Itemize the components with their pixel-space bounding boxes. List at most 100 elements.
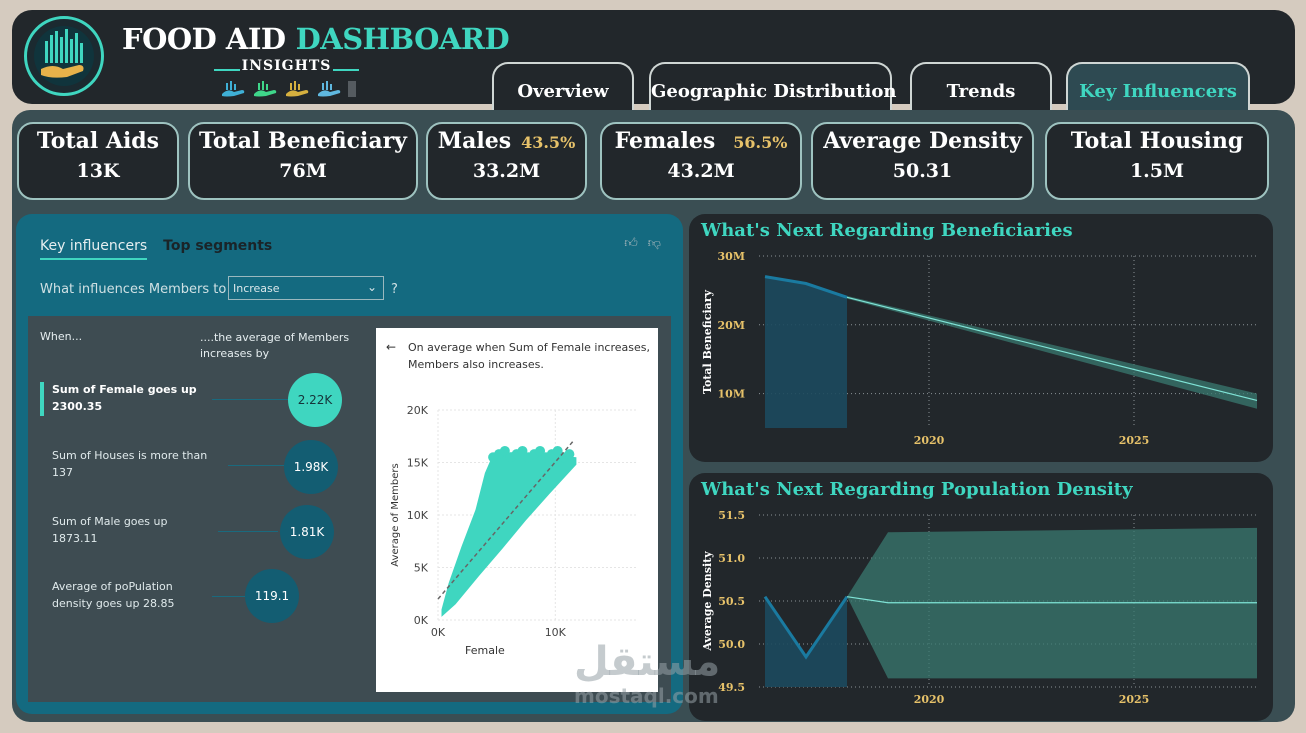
title-main: FOOD AID	[122, 22, 286, 56]
x-tick-label: 0K	[431, 626, 446, 639]
forecast-beneficiaries-chart: What's Next Regarding Beneficiaries 10M 2…	[689, 214, 1273, 462]
column-average-increase: ....the average of Members increases by	[200, 331, 350, 360]
tab-top-segments[interactable]: Top segments	[163, 238, 273, 254]
watermark-arabic: مستقل	[574, 639, 721, 685]
y-tick-label: 20K	[407, 404, 429, 417]
kpi-average-density: Average Density 50.31	[811, 122, 1034, 200]
influencer-row[interactable]: Sum of Houses is more than 137	[52, 448, 207, 481]
kpi-value: 76M	[279, 160, 327, 182]
help-question-mark[interactable]: ?	[391, 282, 398, 297]
influencer-row[interactable]: Sum of Female goes up 2300.35	[52, 382, 197, 415]
influence-bubble[interactable]: 2.22K	[288, 373, 342, 427]
actual-area	[765, 596, 847, 687]
influencer-label: Sum of Male goes up	[52, 515, 168, 528]
x-tick-label: 2025	[1119, 693, 1150, 706]
kpi-value: 50.31	[892, 160, 953, 182]
forecast-beneficiaries-plot: 10M 20M 30M 2020 2025 Total Beneficiary	[701, 250, 1258, 447]
watermark: مستقل mostaql.com	[574, 640, 720, 708]
y-tick-label: 20M	[718, 319, 745, 332]
thumbs-down-icon[interactable]: 👎︎	[647, 236, 661, 251]
influence-bubble[interactable]: 1.98K	[284, 440, 338, 494]
x-axis-label: Female	[465, 644, 505, 657]
kpi-label: Total Aids	[36, 128, 160, 154]
y-tick-label: 51.0	[718, 552, 745, 565]
kpi-percent: 56.5%	[733, 133, 788, 152]
connector-line	[228, 465, 288, 466]
influencer-detail: 1873.11	[52, 531, 98, 545]
back-arrow-icon[interactable]: ←	[386, 340, 397, 354]
influencer-label: Sum of Houses is more than	[52, 449, 208, 462]
chevron-down-icon: ⌄	[366, 280, 377, 294]
y-axis-label: Total Beneficiary	[701, 289, 714, 394]
forecast-line	[846, 296, 1258, 402]
influencer-detail: density goes up 28.85	[52, 596, 175, 610]
scatter-plot: 0K 5K 10K 15K 20K 0K 10K Average of Members Fema…	[390, 404, 636, 657]
aid-hand-icon	[316, 80, 342, 98]
tab-key-influencers[interactable]: Key Influencers	[1066, 62, 1250, 112]
tab-trends[interactable]: Trends	[910, 62, 1052, 112]
kpi-total-beneficiary: Total Beneficiary 76M	[188, 122, 418, 200]
thumbs-up-icon[interactable]: 👍︎	[624, 236, 638, 251]
x-tick-label: 2020	[914, 434, 945, 447]
influence-direction-select[interactable]: Increase ⌄	[228, 276, 384, 300]
x-tick-label: 10K	[545, 626, 567, 639]
scatter-point	[517, 445, 528, 456]
tab-key-influencers-view[interactable]: Key influencers	[40, 238, 148, 260]
scatter-point-cloud	[441, 452, 577, 617]
y-tick-label: 10K	[407, 509, 429, 522]
y-tick-label: 15K	[407, 457, 429, 470]
forecast-line	[846, 596, 1257, 604]
influencer-detail: 2300.35	[52, 399, 103, 413]
tab-overview[interactable]: Overview	[492, 62, 634, 112]
scatter-point	[552, 445, 563, 456]
food-aid-logo	[24, 16, 104, 96]
y-tick-label: 51.5	[718, 509, 745, 522]
x-tick-label: 2025	[1119, 434, 1150, 447]
kpi-label: Total Beneficiary	[199, 128, 407, 154]
kpi-total-aids: Total Aids 13K	[17, 122, 179, 200]
y-tick-label: 10M	[718, 388, 745, 401]
aid-hand-icon	[220, 80, 246, 98]
chart-title: What's Next Regarding Beneficiaries	[701, 220, 1073, 241]
kpi-females: Females 56.5% 43.2M	[600, 122, 802, 200]
kpi-total-housing: Total Housing 1.5M	[1045, 122, 1269, 200]
influence-bubble[interactable]: 1.81K	[280, 505, 334, 559]
kpi-label: Average Density	[823, 128, 1022, 154]
y-tick-label: 30M	[718, 250, 745, 263]
forecast-density-chart: What's Next Regarding Population Density…	[689, 473, 1273, 721]
influence-bubble[interactable]: 119.1	[245, 569, 299, 623]
influencer-label: Sum of Female goes up	[52, 383, 197, 396]
kpi-percent: 43.5%	[521, 133, 576, 152]
influencer-row[interactable]: Average of poPulation density goes up 28…	[52, 579, 174, 612]
divider	[333, 69, 359, 71]
chart-title: What's Next Regarding Population Density	[701, 479, 1133, 500]
divider	[348, 81, 356, 97]
y-tick-label: 0K	[414, 614, 429, 627]
kpi-males: Males 43.5% 33.2M	[426, 122, 587, 200]
y-tick-label: 49.5	[718, 681, 745, 694]
scatter-point	[499, 445, 510, 456]
scatter-note: On average when Sum of Female increases,…	[408, 341, 650, 371]
connector-line	[212, 399, 292, 400]
y-tick-label: 5K	[414, 562, 429, 575]
dashboard-title: FOOD AID DASHBOARD	[122, 22, 510, 56]
y-axis-label: Average Density	[701, 551, 714, 652]
divider	[214, 69, 240, 71]
influencer-question: What influences Members to	[40, 282, 227, 297]
tab-geographic-distribution[interactable]: Geographic Distribution	[649, 62, 896, 112]
y-tick-label: 50.0	[718, 638, 745, 651]
watermark-latin: mostaql.com	[574, 684, 719, 708]
selected-indicator	[40, 382, 44, 416]
column-when: When...	[40, 330, 83, 343]
confidence-band	[847, 295, 1257, 409]
kpi-label: Males	[437, 128, 512, 154]
kpi-value: 33.2M	[472, 160, 541, 182]
forecast-density-plot: 49.5 50.0 50.5 51.0 51.5 2020 2025 Average Dens…	[701, 509, 1257, 706]
influencer-detail: 137	[52, 465, 73, 479]
influencer-row[interactable]: Sum of Male goes up 1873.11	[52, 514, 167, 547]
y-axis-label: Average of Members	[390, 463, 401, 566]
influencer-label: Average of poPulation	[52, 580, 173, 593]
actual-line	[763, 595, 849, 660]
aid-hand-icon	[252, 80, 278, 98]
title-accent: DASHBOARD	[295, 22, 510, 56]
